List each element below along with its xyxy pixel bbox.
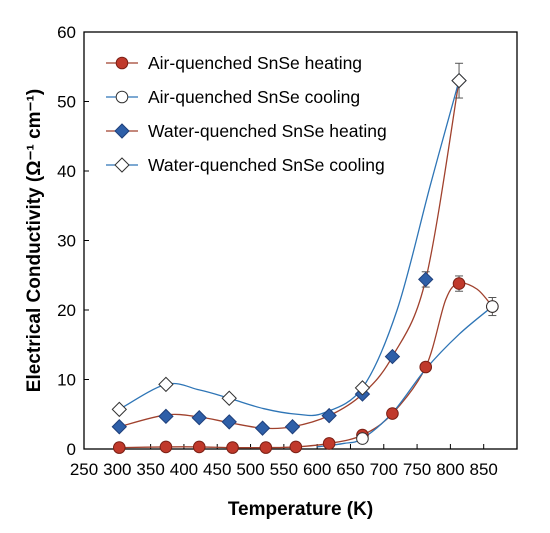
- y-tick-label: 50: [57, 93, 76, 112]
- legend-label: Air-quenched SnSe heating: [148, 53, 362, 73]
- data-point: [158, 376, 174, 393]
- y-tick-label: 10: [57, 371, 76, 390]
- x-tick-label: 300: [103, 460, 131, 479]
- data-point: [418, 271, 434, 288]
- x-tick-label: 850: [470, 460, 498, 479]
- data-point: [356, 432, 369, 445]
- x-tick-label: 650: [336, 460, 364, 479]
- x-tick-label: 250: [70, 460, 98, 479]
- x-tick-label: 400: [170, 460, 198, 479]
- y-tick-label: 30: [57, 232, 76, 251]
- data-point: [384, 348, 401, 365]
- data-point: [254, 420, 271, 436]
- x-tick-label: 350: [136, 460, 164, 479]
- y-tick-label: 40: [57, 162, 76, 181]
- data-point: [486, 300, 499, 313]
- data-point: [113, 441, 126, 454]
- x-tick-label: 700: [370, 460, 398, 479]
- x-tick-label: 750: [403, 460, 431, 479]
- data-point: [451, 72, 467, 89]
- data-point: [322, 437, 336, 450]
- legend-label: Water-quenched SnSe heating: [148, 121, 387, 141]
- y-tick-label: 0: [67, 440, 76, 459]
- x-tick-label: 450: [203, 460, 231, 479]
- x-tick-label: 800: [436, 460, 464, 479]
- y-axis-label: Electrical Conductivity (Ω⁻¹ cm⁻¹): [24, 89, 45, 392]
- data-point: [354, 380, 371, 396]
- legend-label: Air-quenched SnSe cooling: [148, 87, 360, 107]
- data-point: [158, 408, 174, 425]
- series-curve: [118, 80, 460, 417]
- legend-label: Water-quenched SnSe cooling: [148, 155, 385, 175]
- data-point: [321, 407, 337, 424]
- x-tick-label: 600: [303, 460, 331, 479]
- x-tick-label: 500: [236, 460, 264, 479]
- data-point: [111, 401, 128, 418]
- data-point: [259, 441, 273, 454]
- data-point: [221, 390, 237, 406]
- data-point: [419, 360, 433, 374]
- y-tick-label: 20: [57, 301, 76, 320]
- data-point: [221, 414, 237, 430]
- y-tick-label: 60: [57, 23, 76, 42]
- series-curve: [317, 306, 493, 448]
- data-point: [452, 277, 466, 290]
- data-point: [192, 440, 206, 454]
- data-point: [226, 441, 239, 454]
- series-curve: [119, 282, 493, 449]
- data-point: [159, 440, 173, 454]
- legend-marker: [115, 56, 129, 70]
- data-point: [386, 407, 399, 420]
- legend-marker: [114, 157, 130, 173]
- data-point: [289, 440, 303, 454]
- data-point: [111, 419, 128, 435]
- x-axis-label: Temperature (K): [228, 499, 373, 520]
- legend-marker: [114, 123, 130, 139]
- legend-marker: [115, 90, 129, 104]
- data-point: [191, 410, 207, 426]
- data-point: [284, 419, 301, 435]
- x-tick-label: 550: [270, 460, 298, 479]
